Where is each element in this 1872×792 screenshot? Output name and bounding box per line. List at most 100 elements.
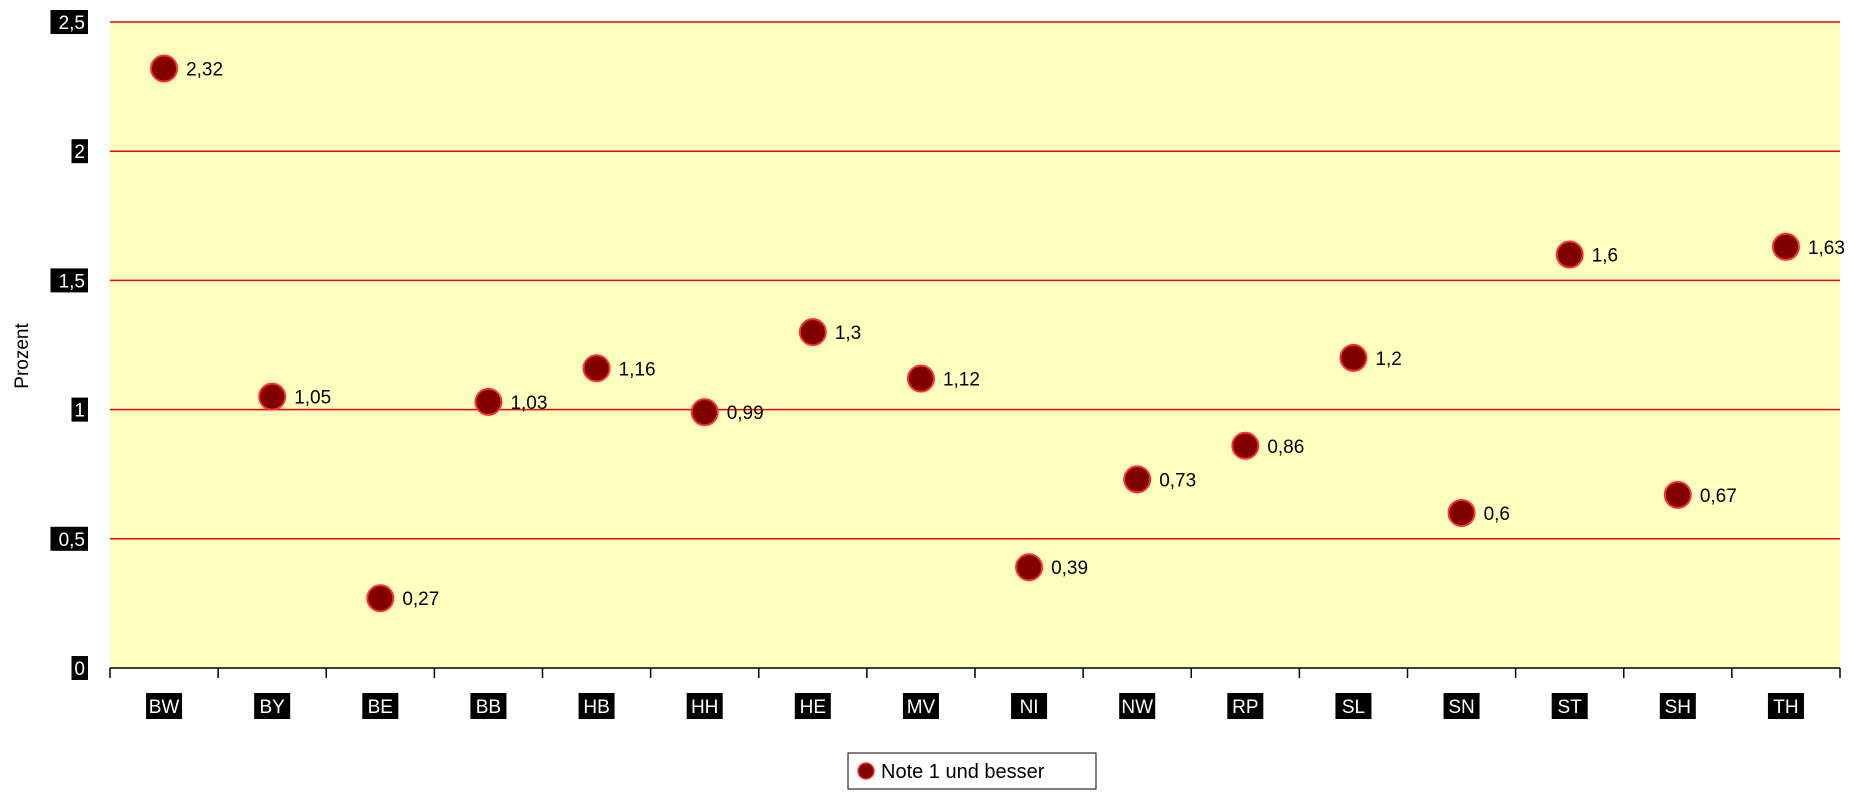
y-tick-label: 2 <box>71 139 88 164</box>
x-tick-label: BY <box>254 693 291 719</box>
x-tick-label-bg <box>578 693 615 719</box>
data-point <box>366 584 395 613</box>
x-tick-label: SL <box>1335 693 1372 719</box>
data-label: 0,6 <box>1484 504 1510 525</box>
x-tick-label-text: SH <box>1665 697 1691 718</box>
x-tick-label-text: NI <box>1020 697 1039 718</box>
x-tick-label-text: RP <box>1232 697 1258 718</box>
x-tick-label-bg <box>1443 693 1480 719</box>
data-point <box>1339 343 1368 372</box>
x-tick-label: HB <box>578 693 615 719</box>
data-label: 1,16 <box>619 359 656 380</box>
x-tick-label-bg <box>470 693 507 719</box>
y-tick-label: 1 <box>71 397 88 422</box>
data-point <box>258 382 287 411</box>
x-tick-label: SH <box>1659 693 1696 719</box>
data-points <box>150 54 1800 613</box>
x-tick-label: TH <box>1767 693 1804 719</box>
x-tick-labels: BW BY BE BB HB HH HE MV NI NW RP SL SN ST SH TH <box>146 693 1804 719</box>
data-label: 1,63 <box>1808 238 1845 259</box>
x-tick-label-bg <box>1551 693 1588 719</box>
x-tick-label-text: MV <box>907 697 936 718</box>
x-tick-label-text: BE <box>368 697 393 718</box>
y-tick-label: 0 <box>71 656 88 680</box>
data-point <box>1447 498 1476 527</box>
x-tick-label-text: HH <box>691 697 718 718</box>
y-tick-label-text: 2,5 <box>59 13 85 34</box>
y-tick-label-text: 0,5 <box>59 530 85 551</box>
x-tick-label: NW <box>1119 693 1156 719</box>
data-label: 0,67 <box>1700 486 1737 507</box>
x-tick-label-text: HB <box>583 697 609 718</box>
x-tick-label-bg <box>794 693 831 719</box>
y-tick-label-bg <box>71 656 88 680</box>
x-tick-label-text: ST <box>1558 697 1583 718</box>
x-tick-label-bg <box>254 693 291 719</box>
data-label: 2,32 <box>186 60 223 81</box>
y-tick-label-bg <box>71 397 88 422</box>
data-point <box>582 354 611 383</box>
data-labels: 2,32 1,05 0,27 1,03 1,16 0,99 1,3 1,12 0,39 0,73 0… <box>186 60 1845 611</box>
x-tick-label: HH <box>686 693 723 719</box>
data-point <box>1123 465 1152 494</box>
x-tick-label-text: TH <box>1773 697 1798 718</box>
x-tick-label-bg <box>146 693 183 719</box>
x-tick-label-text: NW <box>1121 697 1153 718</box>
x-tick-label-text: BB <box>476 697 501 718</box>
data-label: 0,39 <box>1051 558 1088 579</box>
x-tick-label-text: SN <box>1448 697 1474 718</box>
plot-area <box>110 22 1840 668</box>
x-tick-label: MV <box>902 693 939 719</box>
data-point <box>1555 240 1584 269</box>
x-tick-label-bg <box>1659 693 1696 719</box>
axes <box>109 667 1841 678</box>
x-tick-label-bg <box>1011 693 1048 719</box>
y-tick-label-bg <box>50 268 88 293</box>
x-tick-label-bg <box>1227 693 1264 719</box>
x-tick-label: BE <box>362 693 399 719</box>
data-point <box>1231 431 1260 460</box>
x-tick-label: BB <box>470 693 507 719</box>
y-tick-label-bg <box>50 526 88 551</box>
y-tick-label-text: 2 <box>74 142 85 163</box>
gridlines <box>110 21 1840 540</box>
data-point <box>1663 480 1692 509</box>
x-tick-label-text: BY <box>260 697 286 718</box>
y-axis-label: Prozent <box>12 323 33 389</box>
x-tick-label-text: BW <box>149 697 180 718</box>
data-point <box>150 54 179 83</box>
data-label: 0,99 <box>727 403 764 424</box>
data-label: 1,6 <box>1592 246 1618 267</box>
x-tick-label-text: HE <box>800 697 826 718</box>
data-label: 0,86 <box>1267 437 1304 458</box>
data-point <box>798 318 827 347</box>
x-tick-label-bg <box>686 693 723 719</box>
x-tick-label-text: SL <box>1342 697 1365 718</box>
x-tick-label-bg <box>902 693 939 719</box>
x-tick-label: NI <box>1011 693 1048 719</box>
y-tick-label: 1,5 <box>50 268 88 293</box>
y-tick-label-text: 1,5 <box>59 271 85 292</box>
x-tick-label: HE <box>794 693 831 719</box>
legend-label: Note 1 und besser <box>881 761 1045 783</box>
y-tick-label-bg <box>50 10 88 34</box>
x-tick-label-bg <box>362 693 399 719</box>
legend: Note 1 und besser <box>847 752 1097 790</box>
data-label: 0,27 <box>402 589 439 610</box>
data-label: 1,12 <box>943 370 980 391</box>
x-tick-label: SN <box>1443 693 1480 719</box>
data-label: 1,3 <box>835 323 861 344</box>
x-tick-label: RP <box>1227 693 1264 719</box>
data-point <box>690 398 719 427</box>
legend-box <box>847 752 1097 790</box>
legend-marker <box>857 762 875 780</box>
x-tick-label: ST <box>1551 693 1588 719</box>
data-point <box>1015 553 1044 582</box>
y-tick-label: 2,5 <box>50 10 88 34</box>
x-tick-label-bg <box>1335 693 1372 719</box>
x-tick-label: BW <box>146 693 183 719</box>
data-point <box>474 387 503 416</box>
data-point <box>906 364 935 393</box>
data-point <box>1771 232 1800 261</box>
